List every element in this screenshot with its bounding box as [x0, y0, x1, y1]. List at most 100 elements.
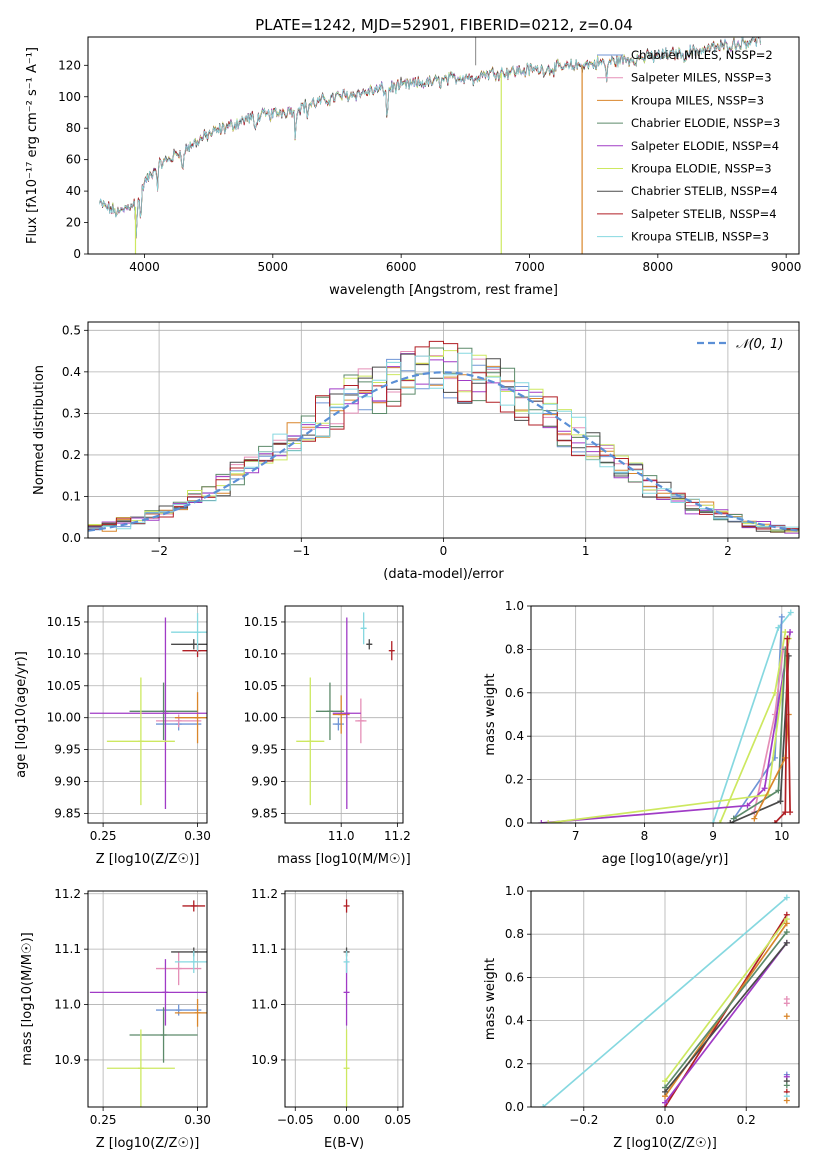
weight-marker — [545, 820, 552, 823]
y-tick-label: 10.05 — [47, 679, 81, 693]
weight-marker — [783, 1082, 790, 1089]
y-tick-label: 0.1 — [62, 489, 81, 503]
axes-frame — [530, 890, 800, 1108]
y-tick-label: 1.0 — [505, 599, 524, 613]
x-axis-label: (data-model)/error — [383, 567, 504, 582]
x-tick-label: 4000 — [129, 260, 160, 274]
panel-8: −0.2 0.0 0.2 0.0 0.2 0.4 0.6 0.8 1.0 Z [log10(Z/Z… — [483, 884, 800, 1151]
weight-marker — [761, 785, 768, 792]
y-axis-label: mass [log10(M/M☉)] — [20, 932, 35, 1065]
axes-frame — [87, 890, 208, 1108]
axes-frame — [87, 605, 208, 824]
legend-label: Salpeter ELODIE, NSSP=4 — [631, 139, 779, 153]
plot-area — [296, 612, 395, 809]
y-tick-label: 0.8 — [505, 642, 524, 656]
y-tick-label: 0.3 — [62, 406, 81, 420]
weight-line-kroupa-stelib — [542, 896, 788, 1107]
y-tick-label: 60 — [66, 153, 81, 167]
weight-marker — [662, 1088, 668, 1095]
y-tick-label: 80 — [66, 121, 81, 135]
weight-line-kroupa-elodie — [548, 638, 790, 823]
x-tick-label: 5000 — [258, 260, 289, 274]
x-axis-label: Z [log10(Z/Z☉)] — [96, 1136, 200, 1151]
y-tick-label: 0.4 — [505, 1014, 524, 1028]
weight-marker — [783, 939, 790, 946]
hist-salpeter-stelib — [88, 340, 799, 530]
weight-marker — [787, 629, 794, 636]
hist-salpeter-elodie — [88, 353, 799, 534]
legend: Chabrier MILES, NSSP=2 Salpeter MILES, NS… — [597, 48, 780, 244]
y-tick-label: 0.2 — [505, 773, 524, 787]
y-tick-label: 10.15 — [47, 615, 81, 629]
y-tick-label: 10.05 — [244, 679, 278, 693]
weight-marker — [538, 820, 545, 823]
weight-line-kroupa-elodie — [664, 918, 788, 1082]
x-axis-label: mass [log10(M/M☉)] — [277, 852, 410, 867]
weight-marker — [771, 820, 778, 823]
y-tick-label: 0.6 — [505, 970, 524, 984]
legend-label: Chabrier ELODIE, NSSP=3 — [631, 116, 780, 130]
axes-frame — [87, 321, 800, 539]
y-tick-label: 9.85 — [251, 806, 278, 820]
y-tick-label: 0.5 — [62, 323, 81, 337]
panel-2: −2 −1 0 1 2 0.0 0.1 0.2 0.3 0.4 0.5 (data-model)/er… — [32, 321, 800, 582]
y-tick-label: 20 — [66, 216, 81, 230]
hist-kroupa-stelib — [88, 352, 799, 530]
axes-frame — [284, 605, 404, 824]
axes-frame — [284, 890, 404, 1108]
legend: 𝒩(0, 1) — [697, 337, 783, 352]
weight-marker — [783, 929, 790, 936]
x-tick-label: 1 — [582, 544, 590, 558]
model-line-kroupa-stelib — [99, 37, 761, 238]
panel-6: 0.25 0.30 10.9 11.0 11.1 11.2 Z [log10(Z/Z☉)] m… — [20, 887, 211, 1151]
x-axis-label: wavelength [Angstrom, rest frame] — [329, 283, 558, 298]
y-tick-label: 9.90 — [251, 775, 278, 789]
x-tick-label: 0.00 — [333, 1113, 360, 1127]
y-axis-label: mass weight — [483, 958, 498, 1040]
y-tick-label: 40 — [66, 184, 81, 198]
y-tick-label: 0 — [73, 247, 81, 261]
weight-line-chabrier-stelib — [664, 942, 788, 1093]
x-tick-label: −1 — [292, 544, 310, 558]
y-tick-label: 100 — [58, 90, 81, 104]
weight-marker — [744, 802, 751, 809]
y-tick-label: 11.0 — [251, 998, 278, 1012]
legend-label: Kroupa ELODIE, NSSP=3 — [631, 162, 772, 176]
legend-label: Salpeter STELIB, NSSP=4 — [631, 207, 777, 221]
x-tick-label: −0.2 — [569, 1113, 598, 1127]
weight-marker — [540, 1104, 547, 1107]
weight-marker — [783, 1013, 790, 1020]
y-tick-label: 11.2 — [251, 887, 278, 901]
x-tick-label: 10 — [774, 829, 789, 843]
y-tick-label: 9.90 — [54, 775, 81, 789]
legend-label: Kroupa STELIB, NSSP=3 — [631, 230, 769, 244]
x-tick-label: −2 — [150, 544, 168, 558]
y-tick-label: 0.0 — [62, 531, 81, 545]
x-tick-label: 9 — [709, 829, 717, 843]
weight-line-salpeter-elodie — [541, 631, 791, 823]
y-tick-label: 1.0 — [505, 884, 524, 898]
legend-label: Chabrier MILES, NSSP=2 — [631, 48, 773, 62]
weight-marker — [787, 809, 794, 816]
y-axis-label: mass weight — [483, 673, 498, 755]
weight-marker — [662, 1078, 668, 1085]
y-tick-label: 10.10 — [244, 647, 278, 661]
y-tick-label: 10.00 — [47, 711, 81, 725]
x-tick-label: 0 — [440, 544, 448, 558]
plot-area — [89, 900, 207, 1107]
weight-marker — [751, 815, 758, 822]
legend-label: Kroupa MILES, NSSP=3 — [631, 93, 764, 107]
normal-curve — [88, 371, 799, 532]
panel-3: 0.25 0.30 9.85 9.90 9.95 10.00 10.05 10.10 10.15… — [14, 605, 211, 867]
y-tick-label: 10.10 — [47, 647, 81, 661]
x-axis-label: Z [log10(Z/Z☉)] — [96, 852, 200, 867]
weight-marker — [727, 820, 734, 823]
panel-4: 11.0 11.2 9.85 9.90 9.95 10.00 10.05 10.10 10.15… — [244, 605, 411, 867]
y-axis-label: age [log10(age/yr)] — [14, 651, 29, 778]
weight-marker — [662, 1099, 668, 1106]
y-axis-label: Normed distribution — [32, 365, 47, 495]
y-tick-label: 11.0 — [54, 998, 81, 1012]
weight-line-salpeter-stelib — [774, 638, 791, 823]
weight-line-chabrier-elodie — [664, 931, 788, 1089]
y-tick-label: 0.8 — [505, 927, 524, 941]
